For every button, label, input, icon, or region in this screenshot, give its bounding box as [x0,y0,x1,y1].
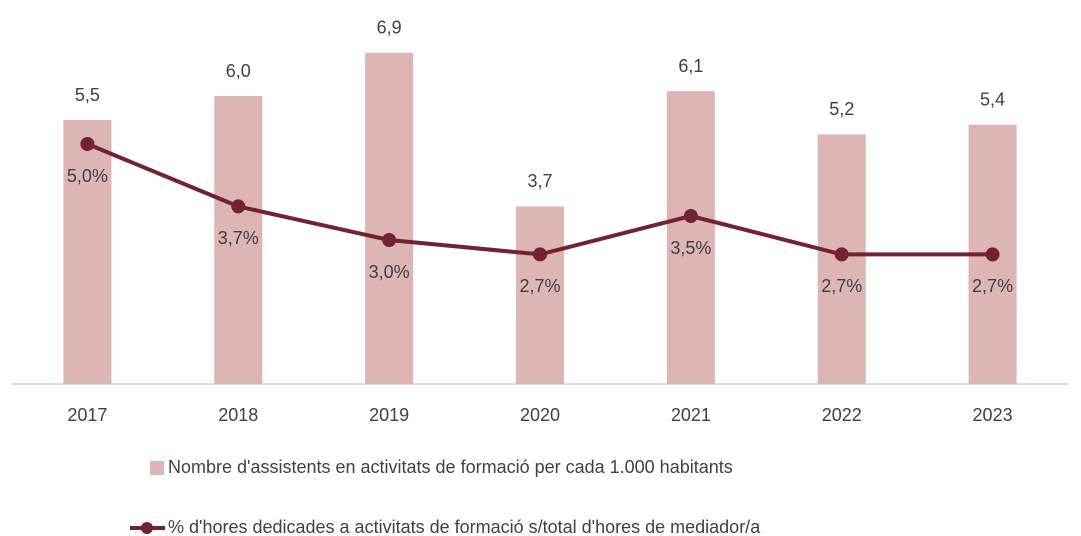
bar [516,206,564,384]
line-marker [80,137,95,151]
line-marker [985,247,1000,262]
legend-marker [141,522,153,534]
x-tick-label: 2018 [218,405,258,425]
line-value-label: 3,0% [369,262,410,282]
line-marker [231,199,246,214]
x-tick-label: 2017 [67,405,107,425]
x-tick-label: 2019 [369,405,409,425]
bar-value-label: 5,2 [829,99,854,119]
legend-label: Nombre d'assistents en activitats de for… [168,457,733,477]
line-marker [683,209,698,223]
line-value-label: 2,7% [519,276,560,296]
line-value-label: 3,7% [218,228,259,248]
x-tick-label: 2020 [520,405,560,425]
line-marker [834,247,849,262]
bar-value-label: 5,4 [980,90,1005,110]
bar [365,52,414,385]
x-tick-label: 2021 [671,405,711,425]
bar [214,96,263,384]
line-value-label: 2,7% [821,276,862,296]
bar-value-label: 5,5 [75,85,100,105]
bar [63,120,112,384]
line-value-label: 3,5% [670,238,711,258]
bar-value-label: 6,9 [377,18,402,38]
line-marker [533,247,547,262]
bar [666,91,715,384]
bar-value-label: 6,0 [226,61,251,81]
line-value-label: 5,0% [67,166,108,186]
line-value-label: 2,7% [972,276,1013,296]
bar-value-label: 3,7 [527,171,552,191]
x-tick-label: 2023 [973,405,1013,425]
legend-label: % d'hores dedicades a activitats de form… [168,517,761,536]
x-tick-label: 2022 [822,405,862,425]
legend-swatch [150,461,164,475]
bar-value-label: 6,1 [678,56,703,76]
line-marker [382,233,397,247]
